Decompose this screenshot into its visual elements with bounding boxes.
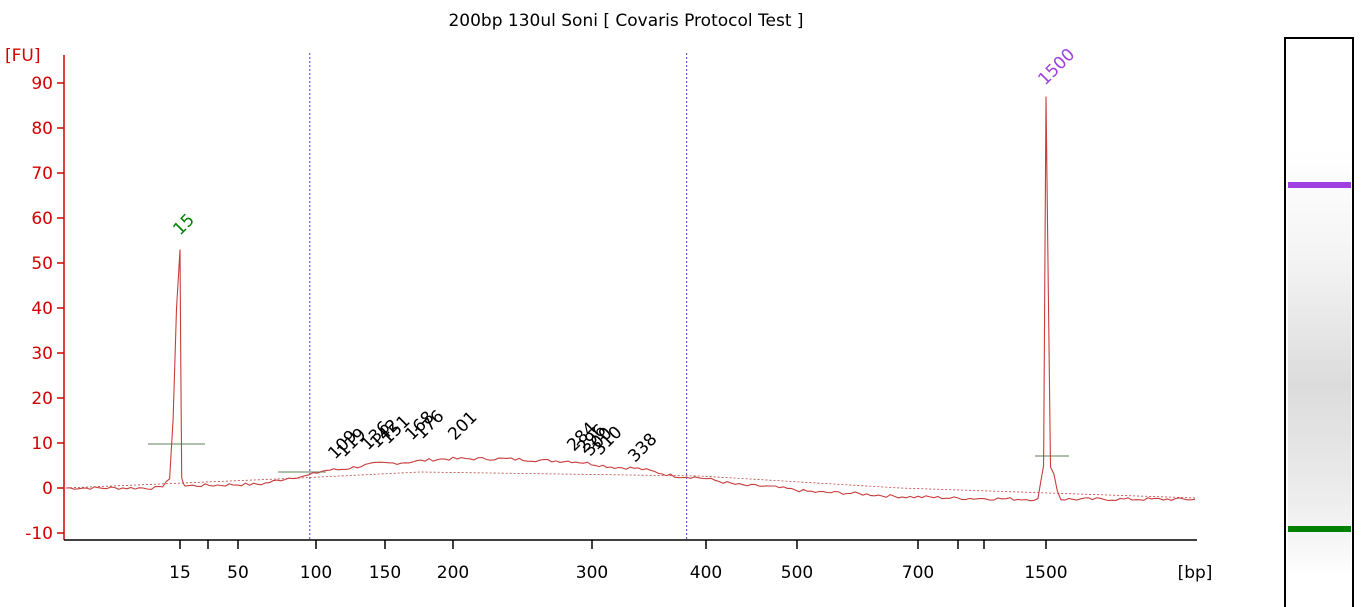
x-tick-label: 1500 [1024, 563, 1067, 583]
gel-lane-smear [1288, 150, 1351, 577]
peak-label: 201 [444, 407, 481, 444]
y-tick-label: 80 [31, 119, 53, 139]
gel-band-upper-marker [1288, 182, 1351, 188]
gel-lane [1284, 37, 1354, 607]
y-tick-label: 40 [31, 299, 53, 319]
y-tick-label: 20 [31, 389, 53, 409]
chart-title: 200bp 130ul Soni [ Covaris Protocol Test… [448, 11, 803, 31]
y-tick-label: 90 [31, 74, 53, 94]
peak-label: 338 [624, 429, 661, 466]
trace-line [65, 96, 1196, 502]
x-tick-label: 300 [576, 563, 608, 583]
upper-marker-label: 1500 [1034, 45, 1079, 90]
y-tick-label: 10 [31, 434, 53, 454]
lower-marker-label: 15 [169, 210, 198, 239]
x-tick-label: 15 [169, 563, 191, 583]
plot-area: -10 0 10 20 30 40 50 60 70 80 90 [FU] 15 50 100 150 200 3… [5, 45, 1212, 583]
x-tick-label: 100 [300, 563, 332, 583]
baseline [65, 471, 1198, 499]
y-axis-unit-label: [FU] [5, 46, 41, 66]
y-tick-label: 0 [42, 479, 53, 499]
x-tick-label: 200 [437, 563, 469, 583]
y-tick-label: 50 [31, 254, 53, 274]
x-tick-label: 50 [227, 563, 249, 583]
x-tick-label: 500 [781, 563, 813, 583]
x-tick-label: 400 [690, 563, 722, 583]
y-tick-label: 60 [31, 209, 53, 229]
x-axis-unit-label: [bp] [1178, 563, 1213, 583]
y-tick-label: 30 [31, 344, 53, 364]
gel-band-lower-marker [1288, 526, 1351, 532]
x-tick-label: 700 [902, 563, 934, 583]
y-tick-label: -10 [25, 524, 53, 544]
y-tick-label: 70 [31, 164, 53, 184]
x-tick-label: 150 [369, 563, 401, 583]
